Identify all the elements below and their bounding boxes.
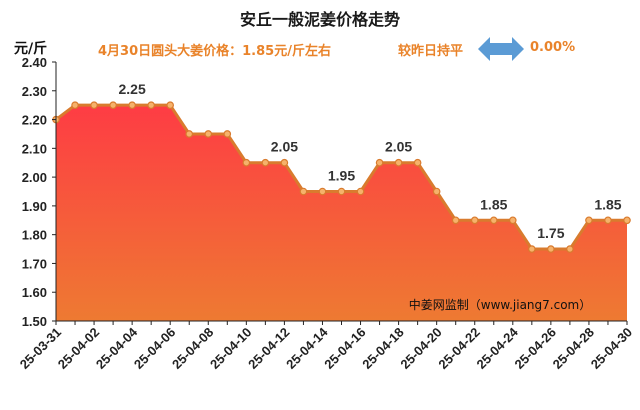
data-point bbox=[566, 245, 574, 253]
data-point bbox=[413, 158, 422, 167]
data-point bbox=[280, 158, 289, 167]
data-point bbox=[451, 216, 460, 225]
data-point bbox=[489, 216, 498, 225]
data-point bbox=[337, 187, 346, 196]
data-point bbox=[185, 130, 194, 138]
compare-label: 较昨日持平 bbox=[398, 44, 464, 59]
y-tick-label: 2.30 bbox=[22, 84, 47, 99]
price-subtitle: 4月30日圆头大姜价格：1.85元/斤左右 bbox=[98, 44, 331, 59]
data-point bbox=[147, 101, 155, 109]
data-point bbox=[394, 158, 403, 167]
y-tick-label: 1.60 bbox=[22, 285, 47, 300]
data-point bbox=[128, 101, 136, 109]
data-point bbox=[261, 158, 270, 167]
data-label: 1.85 bbox=[594, 196, 621, 212]
y-tick-label: 2.00 bbox=[22, 170, 47, 185]
data-point bbox=[432, 187, 441, 196]
y-tick-label: 2.10 bbox=[22, 141, 47, 156]
data-label: 1.85 bbox=[480, 196, 507, 212]
data-point bbox=[470, 216, 479, 225]
data-point bbox=[356, 187, 365, 196]
data-point bbox=[623, 216, 631, 225]
data-point bbox=[604, 216, 612, 225]
data-point bbox=[109, 101, 117, 109]
y-tick-label: 1.90 bbox=[22, 199, 47, 214]
data-point bbox=[242, 158, 251, 167]
y-axis-label: 元/斤 bbox=[14, 41, 48, 57]
data-point bbox=[71, 101, 79, 109]
data-label: 2.05 bbox=[271, 139, 298, 155]
watermark-text: 中姜网监制（www.jiang7.com） bbox=[409, 297, 591, 312]
data-label: 1.95 bbox=[328, 168, 355, 184]
data-point bbox=[375, 158, 384, 167]
data-point bbox=[204, 130, 213, 138]
chart-title: 安丘一般泥姜价格走势 bbox=[239, 10, 400, 29]
data-point bbox=[585, 216, 593, 225]
y-tick-label: 2.20 bbox=[22, 113, 47, 128]
data-label: 2.05 bbox=[385, 139, 412, 155]
y-tick-label: 1.80 bbox=[22, 228, 47, 243]
data-label: 1.75 bbox=[537, 225, 564, 241]
data-point bbox=[547, 245, 555, 253]
price-area bbox=[56, 105, 627, 322]
y-tick-label: 1.50 bbox=[22, 314, 47, 329]
data-point bbox=[223, 130, 232, 138]
data-point bbox=[166, 101, 175, 109]
data-point bbox=[318, 187, 327, 196]
data-label: 2.25 bbox=[119, 81, 146, 97]
x-tick-label: 25-04-30 bbox=[588, 325, 635, 372]
data-point bbox=[90, 101, 98, 109]
data-point bbox=[299, 187, 308, 196]
data-point bbox=[528, 245, 536, 253]
change-percent: 0.00% bbox=[530, 40, 576, 55]
y-tick-label: 1.70 bbox=[22, 256, 47, 271]
data-point bbox=[508, 216, 517, 225]
left-right-arrow-icon bbox=[478, 37, 524, 61]
y-tick-label: 2.40 bbox=[22, 55, 47, 70]
